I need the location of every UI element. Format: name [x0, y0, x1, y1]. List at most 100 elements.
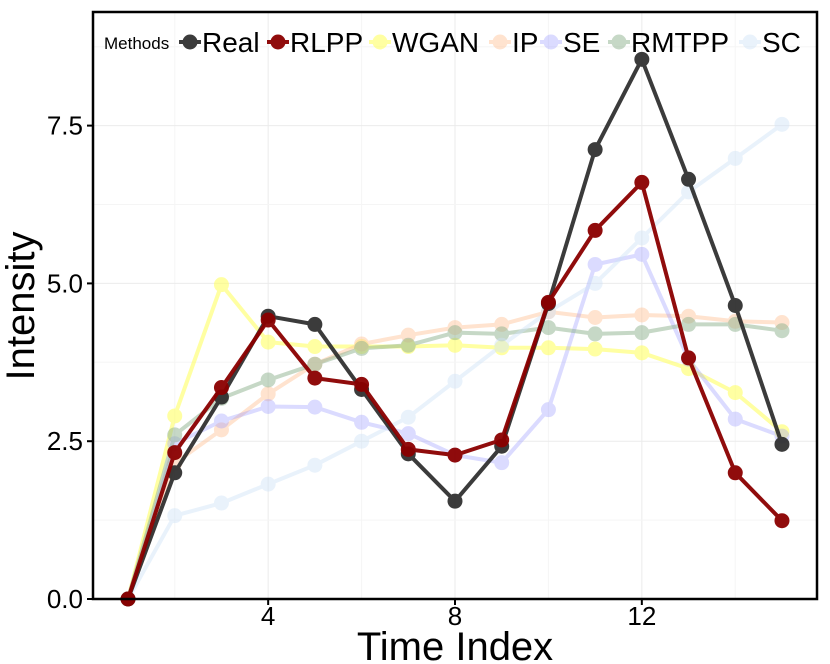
- legend-label-sc: SC: [762, 27, 801, 58]
- series-layer: [120, 51, 790, 607]
- data-point-se: [587, 256, 603, 272]
- series-line-sc: [126, 122, 784, 601]
- data-point-rlpp: [213, 380, 229, 396]
- y-tick-label: 2.5: [47, 426, 83, 456]
- data-point-se: [400, 426, 416, 442]
- legend-item-se: SE: [540, 27, 600, 58]
- data-point-rlpp: [400, 441, 416, 457]
- legend-item-ip: IP: [489, 27, 538, 58]
- data-point-wgan: [587, 341, 603, 357]
- x-axis-title: Time Index: [357, 625, 553, 664]
- data-point-real: [681, 171, 697, 187]
- data-point-real: [587, 142, 603, 158]
- legend-key-point: [543, 34, 559, 50]
- data-point-rlpp: [681, 350, 697, 366]
- legend-item-real: Real: [179, 27, 260, 58]
- data-point-sc: [494, 337, 510, 353]
- data-point-se: [260, 398, 276, 414]
- legend-key-real: [179, 34, 201, 50]
- data-point-sc: [400, 409, 416, 425]
- data-point-sc: [587, 275, 603, 291]
- data-point-rlpp: [494, 432, 510, 448]
- series-rlpp: [120, 174, 790, 607]
- data-point-wgan: [540, 340, 556, 356]
- data-point-se: [213, 413, 229, 429]
- legend-label-real: Real: [202, 27, 260, 58]
- legend-key-point: [742, 34, 758, 50]
- data-point-wgan: [307, 339, 323, 355]
- x-tick-label: 12: [627, 601, 656, 631]
- y-tick-label: 7.5: [47, 111, 83, 141]
- data-point-rlpp: [727, 465, 743, 481]
- y-tick-label: 0.0: [47, 584, 83, 614]
- data-point-se: [494, 455, 510, 471]
- data-point-wgan: [447, 337, 463, 353]
- data-point-rlpp: [634, 174, 650, 190]
- legend-key-point: [611, 34, 627, 50]
- legend-item-sc: SC: [739, 27, 801, 58]
- data-point-rmtpp: [167, 427, 183, 443]
- legend-key-wgan: [369, 34, 391, 50]
- data-point-sc: [167, 508, 183, 524]
- data-point-sc: [634, 230, 650, 246]
- data-point-rmtpp: [494, 326, 510, 342]
- data-point-real: [307, 316, 323, 332]
- data-point-sc: [727, 150, 743, 166]
- data-point-wgan: [727, 385, 743, 401]
- data-point-rmtpp: [634, 325, 650, 341]
- data-point-se: [634, 246, 650, 262]
- data-point-rmtpp: [540, 320, 556, 336]
- legend-key-rmtpp: [608, 34, 630, 50]
- data-point-ip: [213, 422, 229, 438]
- data-point-se: [307, 399, 323, 415]
- legend-key-point: [372, 34, 388, 50]
- legend: Methods Real RLPP WGAN IP SE RMTPP SC: [104, 27, 801, 58]
- legend-key-point: [270, 34, 286, 50]
- data-point-se: [540, 402, 556, 418]
- data-point-sc: [307, 457, 323, 473]
- data-point-rmtpp: [681, 316, 697, 332]
- data-point-rlpp: [540, 294, 556, 310]
- y-tick-label: 5.0: [47, 268, 83, 298]
- data-point-rmtpp: [354, 340, 370, 356]
- data-point-rlpp: [307, 370, 323, 386]
- data-point-rlpp: [260, 312, 276, 328]
- data-point-wgan: [167, 408, 183, 424]
- legend-label-wgan: WGAN: [392, 27, 479, 58]
- axis-ticks: 4 8 12 0.0 2.5 5.0 7.5: [47, 111, 656, 631]
- legend-label-se: SE: [563, 27, 600, 58]
- legend-label-rmtpp: RMTPP: [631, 27, 729, 58]
- data-point-sc: [213, 495, 229, 511]
- data-point-real: [634, 51, 650, 67]
- data-point-wgan: [260, 334, 276, 350]
- y-axis-title: Intensity: [0, 232, 43, 381]
- data-point-sc: [260, 476, 276, 492]
- data-point-ip: [634, 307, 650, 323]
- legend-label-rlpp: RLPP: [290, 27, 363, 58]
- data-point-sc: [447, 373, 463, 389]
- legend-item-rlpp: RLPP: [267, 27, 363, 58]
- legend-title: Methods: [104, 34, 169, 53]
- data-point-ip: [587, 309, 603, 325]
- data-point-sc: [354, 433, 370, 449]
- x-tick-label: 4: [261, 601, 275, 631]
- data-point-rlpp: [774, 513, 790, 529]
- legend-key-ip: [489, 34, 511, 50]
- data-point-rmtpp: [400, 337, 416, 353]
- data-point-rlpp: [447, 447, 463, 463]
- data-point-wgan: [634, 345, 650, 361]
- data-point-rmtpp: [447, 325, 463, 341]
- legend-key-rlpp: [267, 34, 289, 50]
- data-point-rmtpp: [587, 326, 603, 342]
- data-point-real: [774, 436, 790, 452]
- legend-item-wgan: WGAN: [369, 27, 479, 58]
- data-point-real: [447, 493, 463, 509]
- data-point-rlpp: [167, 445, 183, 461]
- data-point-rmtpp: [774, 323, 790, 339]
- data-point-wgan: [494, 340, 510, 356]
- legend-label-ip: IP: [512, 27, 538, 58]
- x-tick-label: 8: [448, 601, 462, 631]
- legend-item-rmtpp: RMTPP: [608, 27, 729, 58]
- data-point-sc: [774, 116, 790, 132]
